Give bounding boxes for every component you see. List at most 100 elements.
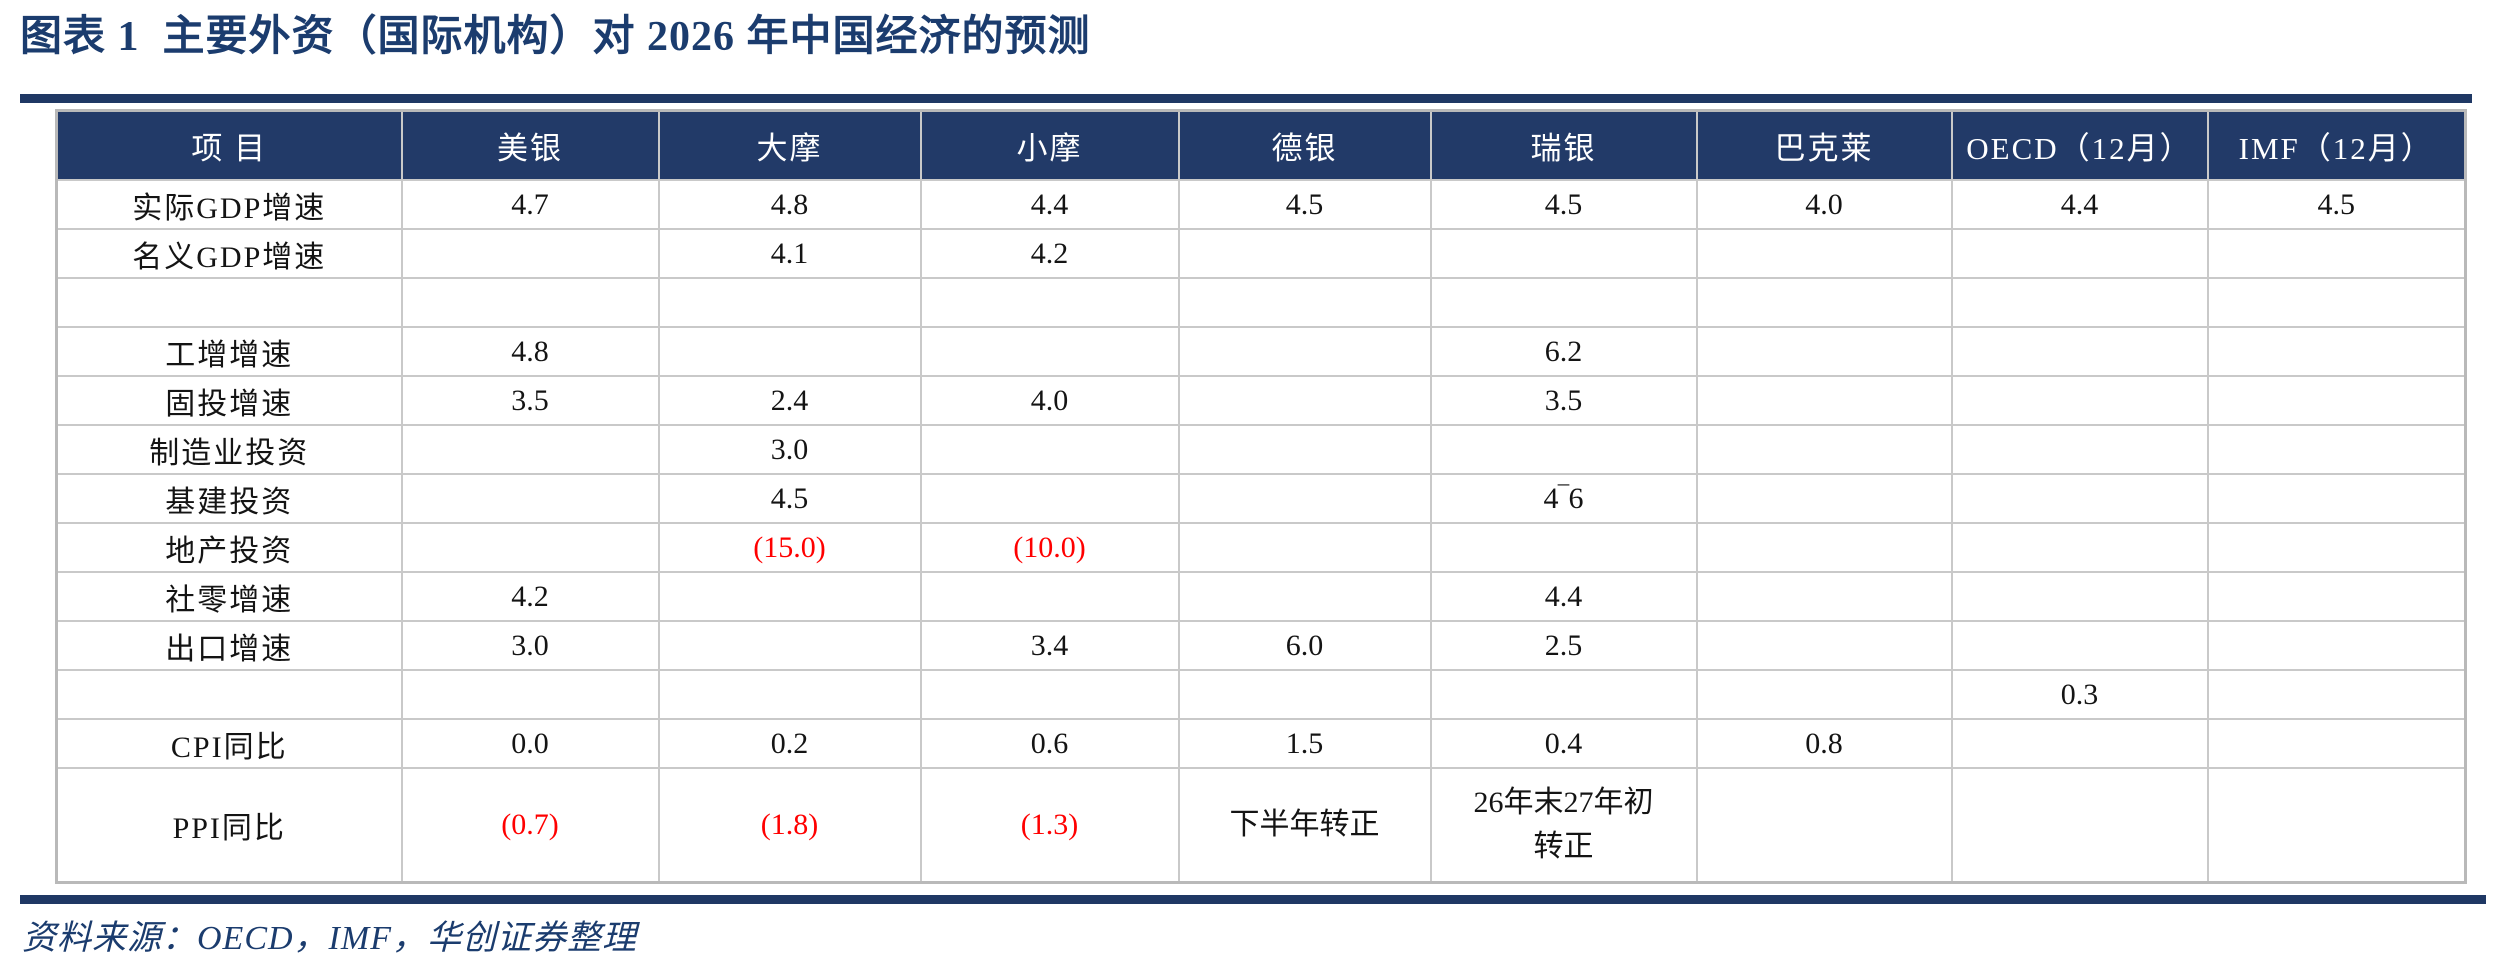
- table-cell: [1695, 767, 1953, 883]
- table-cell: [2206, 571, 2467, 622]
- table-cell: [1695, 571, 1953, 622]
- table-cell: 4.8: [400, 326, 660, 377]
- table-row: 0.3: [55, 669, 2467, 720]
- table-cell: [400, 473, 660, 524]
- table-cell: [2206, 424, 2467, 475]
- row-label: PPI同比: [55, 767, 403, 883]
- table-cell: [1177, 326, 1432, 377]
- table-cell: [2206, 718, 2467, 769]
- footer-divider: [20, 895, 2486, 904]
- table-cell: [1695, 669, 1953, 720]
- table-cell: 4.7: [400, 179, 660, 230]
- table-cell: [1950, 571, 2209, 622]
- table-cell: [1695, 473, 1953, 524]
- row-label: [55, 277, 403, 328]
- table-cell: [1429, 424, 1698, 475]
- table-cell: [1950, 522, 2209, 573]
- column-header-8: IMF（12月）: [2206, 109, 2467, 181]
- table-cell: 4.0: [1695, 179, 1953, 230]
- table-cell: [919, 326, 1180, 377]
- column-header-1: 美银: [400, 109, 660, 181]
- table-cell: 4.2: [400, 571, 660, 622]
- table-cell: [1695, 522, 1953, 573]
- table-cell: [657, 326, 922, 377]
- row-label: 地产投资: [55, 522, 403, 573]
- table-cell: [2206, 767, 2467, 883]
- table-cell: 0.6: [919, 718, 1180, 769]
- table-cell: [1950, 424, 2209, 475]
- figure-title: 图表 1 主要外资（国际机构）对 2026 年中国经济的预测: [20, 14, 1091, 60]
- table-cell: [919, 473, 1180, 524]
- table-cell: 0.3: [1950, 669, 2209, 720]
- table-row: 出口增速 3.0 3.4 6.0 2.5: [55, 620, 2467, 671]
- table-cell: 0.8: [1695, 718, 1953, 769]
- table-cell: [1177, 669, 1432, 720]
- table-cell: [2206, 522, 2467, 573]
- table-row: CPI同比 0.0 0.2 0.6 1.5 0.4 0.8: [55, 718, 2467, 769]
- table-cell: [1695, 620, 1953, 671]
- column-header-5: 瑞银: [1429, 109, 1698, 181]
- table-cell: [919, 424, 1180, 475]
- row-label: 固投增速: [55, 375, 403, 426]
- table-cell: [1177, 522, 1432, 573]
- table-cell: [1177, 424, 1432, 475]
- table-cell: (1.3): [919, 767, 1180, 883]
- table-cell: [919, 669, 1180, 720]
- table-cell: [919, 277, 1180, 328]
- table-cell: 下半年转正: [1177, 767, 1432, 883]
- table-cell: [2206, 669, 2467, 720]
- table-row: 实际GDP增速 4.7 4.8 4.4 4.5 4.5 4.0 4.4 4.5: [55, 179, 2467, 230]
- table-cell: [1177, 473, 1432, 524]
- table-cell: (0.7): [400, 767, 660, 883]
- table-cell: [657, 277, 922, 328]
- table-cell: [1429, 277, 1698, 328]
- table-cell: 4.5: [1429, 179, 1698, 230]
- table-cell: 3.5: [1429, 375, 1698, 426]
- table-cell: [2206, 620, 2467, 671]
- table-cell: 4.1: [657, 228, 922, 279]
- table-cell: [1950, 718, 2209, 769]
- table-cell: [1429, 669, 1698, 720]
- table-cell: [1177, 277, 1432, 328]
- table-cell: 4.5: [657, 473, 922, 524]
- table-cell: [1695, 277, 1953, 328]
- column-header-7: OECD（12月）: [1950, 109, 2209, 181]
- table-cell: [1950, 375, 2209, 426]
- table-row: 基建投资 4.5 4‾6: [55, 473, 2467, 524]
- table-row: 社零增速 4.2 4.4: [55, 571, 2467, 622]
- table-cell: 4.2: [919, 228, 1180, 279]
- table-cell: 6.0: [1177, 620, 1432, 671]
- table-cell: [1950, 326, 2209, 377]
- table-cell: 3.0: [657, 424, 922, 475]
- table-cell: [657, 669, 922, 720]
- row-label: [55, 669, 403, 720]
- column-header-3: 小摩: [919, 109, 1180, 181]
- table-cell: 4.5: [1177, 179, 1432, 230]
- table-cell: 4.0: [919, 375, 1180, 426]
- table-cell: 2.4: [657, 375, 922, 426]
- table-cell: (10.0): [919, 522, 1180, 573]
- table-cell: [919, 571, 1180, 622]
- row-label: 制造业投资: [55, 424, 403, 475]
- column-header-0: 项 目: [55, 109, 403, 181]
- table-cell: [1950, 228, 2209, 279]
- table-cell: [2206, 277, 2467, 328]
- table-row: [55, 277, 2467, 328]
- table-cell: 3.4: [919, 620, 1180, 671]
- table-cell: 2.5: [1429, 620, 1698, 671]
- table-cell: 1.5: [1177, 718, 1432, 769]
- table-cell: 4.5: [2206, 179, 2467, 230]
- table-cell: [1950, 767, 2209, 883]
- table-cell: 6.2: [1429, 326, 1698, 377]
- table-cell: [400, 522, 660, 573]
- table-cell: [400, 669, 660, 720]
- table-cell: 0.4: [1429, 718, 1698, 769]
- header-row: 项 目美银 大摩 小摩 德银 瑞银 巴克莱 OECD（12月） IMF（12月）: [55, 109, 2467, 181]
- table-cell: [1950, 620, 2209, 671]
- table-cell: [1177, 571, 1432, 622]
- source-note: 资料来源：OECD，IMF，华创证券整理: [22, 920, 637, 957]
- row-label: 工增增速: [55, 326, 403, 377]
- table-cell: (15.0): [657, 522, 922, 573]
- row-label: CPI同比: [55, 718, 403, 769]
- table-cell: [1177, 228, 1432, 279]
